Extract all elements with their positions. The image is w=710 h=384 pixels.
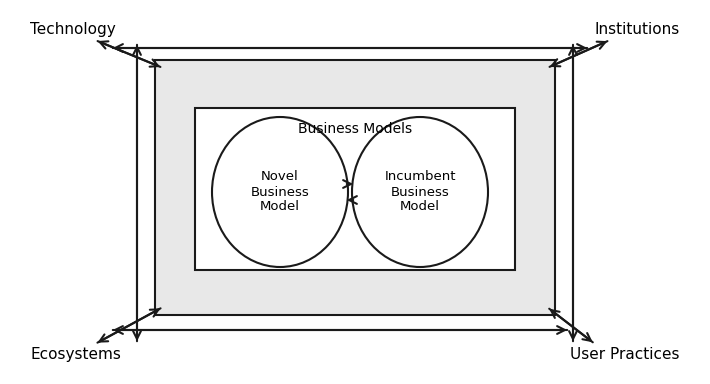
Text: Technology: Technology <box>30 22 116 37</box>
Text: Institutions: Institutions <box>595 22 680 37</box>
Ellipse shape <box>352 117 488 267</box>
Text: User Practices: User Practices <box>571 347 680 362</box>
Text: Business Models: Business Models <box>298 122 412 136</box>
Bar <box>155 60 555 315</box>
Text: Ecosystems: Ecosystems <box>30 347 121 362</box>
Ellipse shape <box>212 117 348 267</box>
Text: Incumbent
Business
Model: Incumbent Business Model <box>384 170 456 214</box>
Bar <box>195 108 515 270</box>
Text: Novel
Business
Model: Novel Business Model <box>251 170 310 214</box>
